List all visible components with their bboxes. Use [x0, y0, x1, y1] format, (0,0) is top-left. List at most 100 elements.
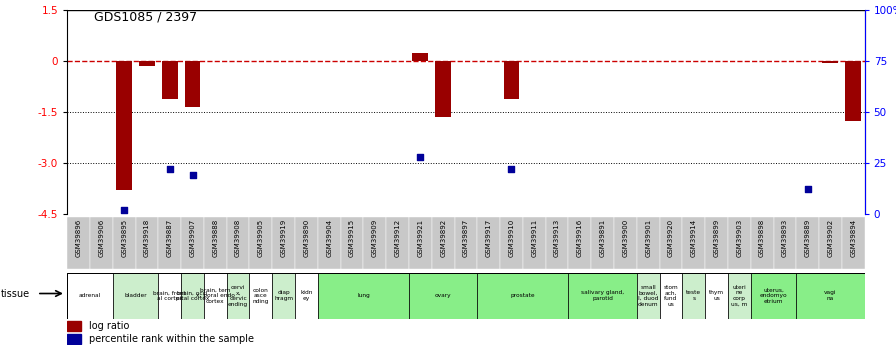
Text: tissue: tissue	[1, 288, 30, 298]
Text: GSM39896: GSM39896	[75, 219, 82, 257]
Text: prostate: prostate	[511, 293, 535, 298]
Bar	[842, 217, 865, 269]
Bar	[181, 217, 204, 269]
Text: GSM39891: GSM39891	[599, 219, 606, 257]
Text: GSM39908: GSM39908	[235, 219, 241, 257]
Text: GSM39897: GSM39897	[463, 219, 469, 257]
Bar	[797, 217, 819, 269]
Point	[117, 207, 132, 213]
Bar	[295, 273, 318, 319]
Text: GSM39903: GSM39903	[737, 219, 742, 257]
Bar	[116, 61, 132, 190]
Text: GSM39888: GSM39888	[212, 219, 219, 257]
Bar	[504, 61, 520, 99]
Bar	[683, 273, 705, 319]
Text: kidn
ey: kidn ey	[300, 290, 313, 301]
Bar	[90, 217, 113, 269]
Bar	[249, 273, 272, 319]
Bar	[432, 217, 454, 269]
Bar	[162, 61, 177, 99]
Text: GSM39893: GSM39893	[782, 219, 788, 257]
Text: lung: lung	[357, 293, 370, 298]
Bar	[318, 217, 340, 269]
Text: GSM39916: GSM39916	[577, 219, 582, 257]
Point	[504, 166, 519, 172]
Text: GSM39906: GSM39906	[99, 219, 104, 257]
Text: GSM39902: GSM39902	[828, 219, 833, 257]
Bar	[67, 321, 82, 331]
Bar	[386, 217, 409, 269]
Bar	[500, 217, 523, 269]
Bar	[751, 273, 797, 319]
Bar	[845, 61, 861, 121]
Bar	[523, 217, 546, 269]
Point	[162, 166, 177, 172]
Point	[185, 172, 200, 178]
Text: GSM39889: GSM39889	[805, 219, 811, 257]
Bar	[204, 217, 227, 269]
Text: GSM39899: GSM39899	[713, 219, 719, 257]
Bar	[454, 217, 478, 269]
Text: GSM39910: GSM39910	[509, 219, 514, 257]
Bar	[227, 273, 249, 319]
Text: GSM39909: GSM39909	[372, 219, 378, 257]
Text: cervi
x,
cervic
ending: cervi x, cervic ending	[228, 285, 248, 307]
Text: GSM39920: GSM39920	[668, 219, 674, 257]
Text: GSM39892: GSM39892	[440, 219, 446, 257]
Text: GSM39919: GSM39919	[280, 219, 287, 257]
Bar	[295, 217, 318, 269]
Text: GSM39921: GSM39921	[418, 219, 423, 257]
Text: colon
asce
nding: colon asce nding	[253, 287, 269, 304]
Text: uterus,
endomyo
etrium: uterus, endomyo etrium	[760, 287, 788, 304]
Text: GSM39894: GSM39894	[850, 219, 857, 257]
Text: GSM39905: GSM39905	[258, 219, 263, 257]
Bar	[751, 217, 773, 269]
Text: GDS1085 / 2397: GDS1085 / 2397	[94, 10, 197, 23]
Text: small
bowel,
I, duod
denum: small bowel, I, duod denum	[638, 285, 659, 307]
Point	[800, 187, 814, 192]
Bar	[318, 273, 409, 319]
Text: stom
ach,
fund
us: stom ach, fund us	[664, 285, 678, 307]
Text: GSM39914: GSM39914	[691, 219, 697, 257]
Text: GSM39901: GSM39901	[645, 219, 651, 257]
Bar	[364, 217, 386, 269]
Bar	[159, 217, 181, 269]
Bar	[272, 217, 295, 269]
Text: uteri
ne
corp
us, m: uteri ne corp us, m	[731, 285, 747, 307]
Text: GSM39911: GSM39911	[531, 219, 538, 257]
Text: thym
us: thym us	[709, 290, 724, 301]
Bar	[272, 273, 295, 319]
Bar	[637, 273, 659, 319]
Bar	[819, 217, 842, 269]
Text: diap
hragm: diap hragm	[274, 290, 293, 301]
Bar	[412, 53, 428, 61]
Point	[413, 154, 427, 160]
Bar	[249, 217, 272, 269]
Bar	[591, 217, 614, 269]
Bar	[659, 273, 683, 319]
Bar	[185, 61, 201, 107]
Text: GSM39890: GSM39890	[304, 219, 309, 257]
Bar	[67, 334, 82, 344]
Text: log ratio: log ratio	[89, 321, 130, 331]
Bar	[409, 273, 478, 319]
Bar	[705, 217, 728, 269]
Bar	[568, 217, 591, 269]
Bar	[659, 217, 683, 269]
Text: GSM39912: GSM39912	[394, 219, 401, 257]
Text: GSM39904: GSM39904	[326, 219, 332, 257]
Text: GSM39913: GSM39913	[554, 219, 560, 257]
Text: percentile rank within the sample: percentile rank within the sample	[89, 334, 254, 344]
Text: GSM39887: GSM39887	[167, 219, 173, 257]
Bar	[823, 61, 839, 63]
Bar	[728, 273, 751, 319]
Bar	[139, 61, 155, 66]
Bar	[181, 273, 204, 319]
Text: GSM39900: GSM39900	[623, 219, 628, 257]
Bar	[728, 217, 751, 269]
Bar	[614, 217, 637, 269]
Bar	[113, 217, 135, 269]
Bar	[683, 217, 705, 269]
Bar	[478, 217, 500, 269]
Text: ovary: ovary	[435, 293, 452, 298]
